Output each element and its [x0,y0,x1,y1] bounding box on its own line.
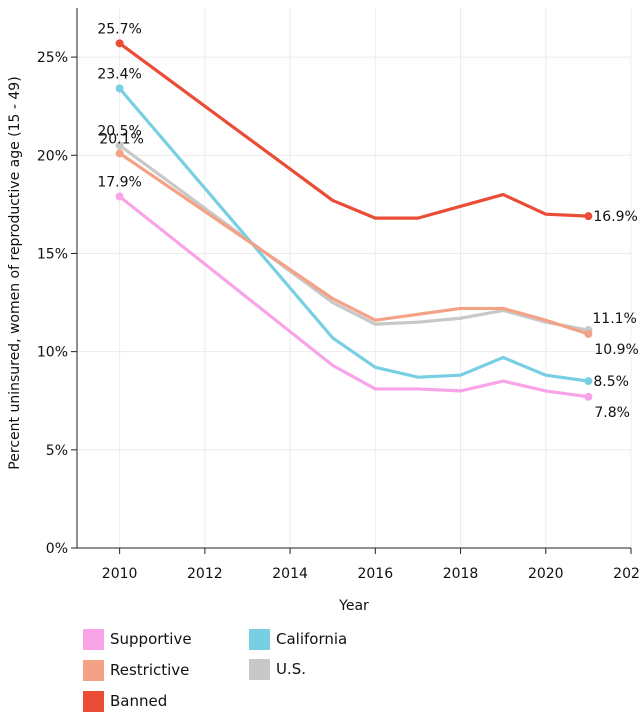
series-line-restrictive [118,151,590,336]
y-tick-label: 15% [37,246,68,262]
series-point-california [584,377,593,386]
data-label-california: 8.5% [593,374,629,390]
legend-swatch-banned [83,690,104,712]
data-label-restrictive: 10.9% [594,342,638,358]
legend-label-supportive: Supportive [110,630,192,648]
data-label-u-s: 11.1% [592,311,636,327]
series-point-banned [115,39,124,48]
data-labels: 17.9% 7.8% 20.1% 10.9% 25.7% 16.9% 23.4% 8.5% 20… [97,21,638,420]
x-tick-label: 2010 [102,566,138,582]
x-tick-label: 2022 [613,566,639,582]
legend-swatch-restrictive [83,659,104,681]
series-point-supportive [115,192,124,201]
axes: 0% 5% 10% 15% 20% 25% 2010 2012 2014 2016 2018 2020… [37,8,639,582]
series-point-restrictive [584,329,593,338]
x-tick-label: 2016 [357,566,393,582]
series-line-supportive [118,194,590,399]
series-point-california [115,84,124,93]
series-point-u-s [115,141,124,150]
legend-item-us: U.S. [249,656,306,682]
data-label-california: 23.4% [97,67,141,83]
legend-label-restrictive: Restrictive [110,661,190,679]
series-point-restrictive [115,149,124,158]
y-axis-title: Percent uninsured, women of reproductive… [7,76,23,469]
data-label-supportive: 17.9% [97,175,141,191]
gridlines [77,8,632,549]
data-label-banned: 16.9% [593,209,637,225]
legend-item-banned: Banned [83,688,167,714]
legend-swatch-california [249,628,270,650]
x-axis-title: Year [338,598,369,614]
x-tick-label: 2018 [443,566,479,582]
y-tick-label: 0% [46,541,68,557]
legend-label-us: U.S. [276,660,307,678]
y-tick-label: 10% [37,345,68,361]
x-tick-label: 2020 [528,566,564,582]
data-label-u-s: 20.5% [97,123,141,139]
data-label-restrictive: 20.1% [99,131,143,147]
legend-swatch-supportive [83,628,104,650]
y-tick-label: 20% [37,148,68,164]
legend-item-california: California [249,626,347,652]
legend-item-supportive: Supportive [83,626,192,652]
data-label-supportive: 7.8% [594,405,630,421]
series-line-california [118,86,590,383]
line-chart: 0% 5% 10% 15% 20% 25% 2010 2012 2014 2016 2018 2020… [7,8,639,614]
series-point-banned [584,212,593,221]
series-line-u-s [118,143,590,332]
x-tick-label: 2012 [187,566,223,582]
series-line-banned [118,41,590,220]
y-tick-label: 25% [37,50,68,66]
series-point-supportive [584,392,593,401]
legend: Supportive California Restrictive U.S. B… [80,626,580,714]
y-tick-label: 5% [46,443,68,459]
legend-label-banned: Banned [110,692,168,710]
series-lines [115,39,593,401]
legend-swatch-us [249,658,270,680]
data-label-banned: 25.7% [97,21,141,37]
legend-label-california: California [276,630,348,648]
legend-item-restrictive: Restrictive [83,657,189,683]
x-tick-label: 2014 [272,566,308,582]
